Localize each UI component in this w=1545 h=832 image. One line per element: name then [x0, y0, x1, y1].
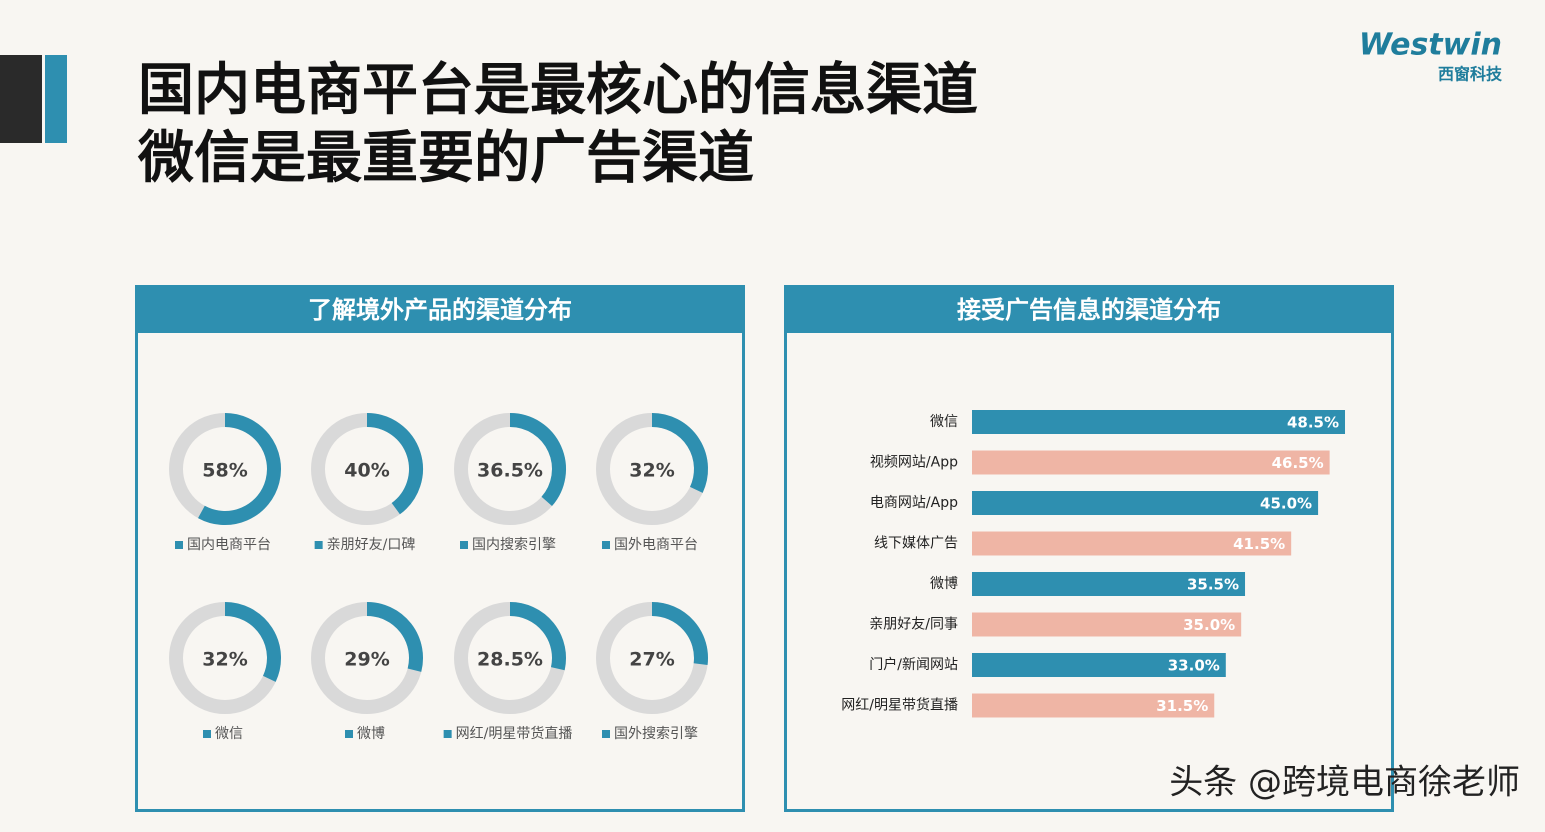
- category-label: 门户/新闻网站: [869, 656, 958, 673]
- donut-value-label: 29%: [344, 649, 389, 671]
- legend-swatch: [175, 541, 183, 549]
- category-label: 线下媒体广告: [874, 536, 958, 552]
- bar: [972, 572, 1246, 596]
- bar: [972, 653, 1226, 677]
- legend-label: 国外搜索引擎: [614, 725, 698, 742]
- bar: [972, 531, 1292, 556]
- donut-arc: [366, 413, 423, 515]
- bar-value-label: 48.5%: [1287, 414, 1339, 432]
- bar-value-label: 45.0%: [1260, 495, 1312, 513]
- title-line: 国内电商平台是最核心的信息渠道: [138, 58, 978, 123]
- legend-label: 网红/明星带货直播: [456, 725, 573, 742]
- donut-arc: [651, 602, 708, 666]
- legend-label: 国内电商平台: [187, 537, 271, 553]
- bar-value-label: 31.5%: [1156, 697, 1208, 715]
- category-label: 亲朋好友/同事: [869, 617, 958, 633]
- bar-value-label: 35.0%: [1183, 616, 1235, 634]
- donut-value-label: 58%: [202, 460, 247, 482]
- bar-value-label: 41.5%: [1233, 535, 1285, 553]
- panel-header: [784, 285, 1394, 333]
- bar-value-label: 46.5%: [1272, 454, 1324, 472]
- category-label: 电商网站/App: [870, 495, 958, 511]
- donut-arc: [509, 413, 566, 507]
- legend-swatch: [460, 541, 468, 549]
- bar: [972, 410, 1346, 434]
- donut-arc: [198, 413, 281, 525]
- accent-block: [45, 55, 67, 143]
- donut-arc: [509, 602, 566, 671]
- bar: [972, 693, 1215, 718]
- donut-arc: [224, 602, 281, 682]
- logo-subtitle: 西窗科技: [1438, 65, 1503, 84]
- watermark: 头条 @跨境电商徐老师: [1169, 763, 1520, 803]
- bar: [972, 491, 1319, 515]
- accent-block: [0, 55, 42, 143]
- legend-swatch: [314, 541, 323, 549]
- title-line: 微信是最重要的广告渠道: [137, 126, 754, 191]
- donut-value-label: 32%: [202, 649, 247, 671]
- donut-value-label: 40%: [344, 460, 389, 482]
- legend-swatch: [602, 730, 610, 738]
- donut-value-label: 32%: [629, 460, 674, 482]
- bar-value-label: 33.0%: [1168, 657, 1220, 675]
- legend-swatch: [203, 730, 211, 738]
- legend-swatch: [345, 730, 353, 738]
- panel-title: 了解境外产品的渠道分布: [308, 296, 572, 324]
- panel-title: 接受广告信息的渠道分布: [957, 296, 1221, 324]
- category-label: 微博: [930, 575, 958, 592]
- donut-value-label: 27%: [629, 649, 674, 671]
- legend-label: 亲朋好友/口碑: [327, 537, 416, 553]
- donut-value-label: 36.5%: [477, 460, 543, 482]
- bar-value-label: 35.5%: [1187, 576, 1239, 594]
- legend-label: 微信: [215, 726, 243, 742]
- legend-label: 微博: [357, 725, 385, 742]
- donut-arc: [651, 413, 708, 493]
- legend-label: 国内搜索引擎: [472, 536, 556, 553]
- category-label: 视频网站/App: [870, 455, 958, 471]
- legend-swatch: [443, 730, 452, 738]
- legend-swatch: [602, 541, 610, 549]
- bar: [972, 450, 1330, 475]
- category-label: 微信: [930, 414, 958, 430]
- logo: Westwin: [1359, 28, 1502, 63]
- category-label: 网红/明星带货直播: [841, 697, 958, 714]
- legend-label: 国外电商平台: [614, 537, 698, 553]
- donut-arc: [366, 602, 423, 672]
- donut-value-label: 28.5%: [477, 649, 543, 671]
- panel-header: [135, 285, 745, 333]
- bar: [972, 612, 1242, 637]
